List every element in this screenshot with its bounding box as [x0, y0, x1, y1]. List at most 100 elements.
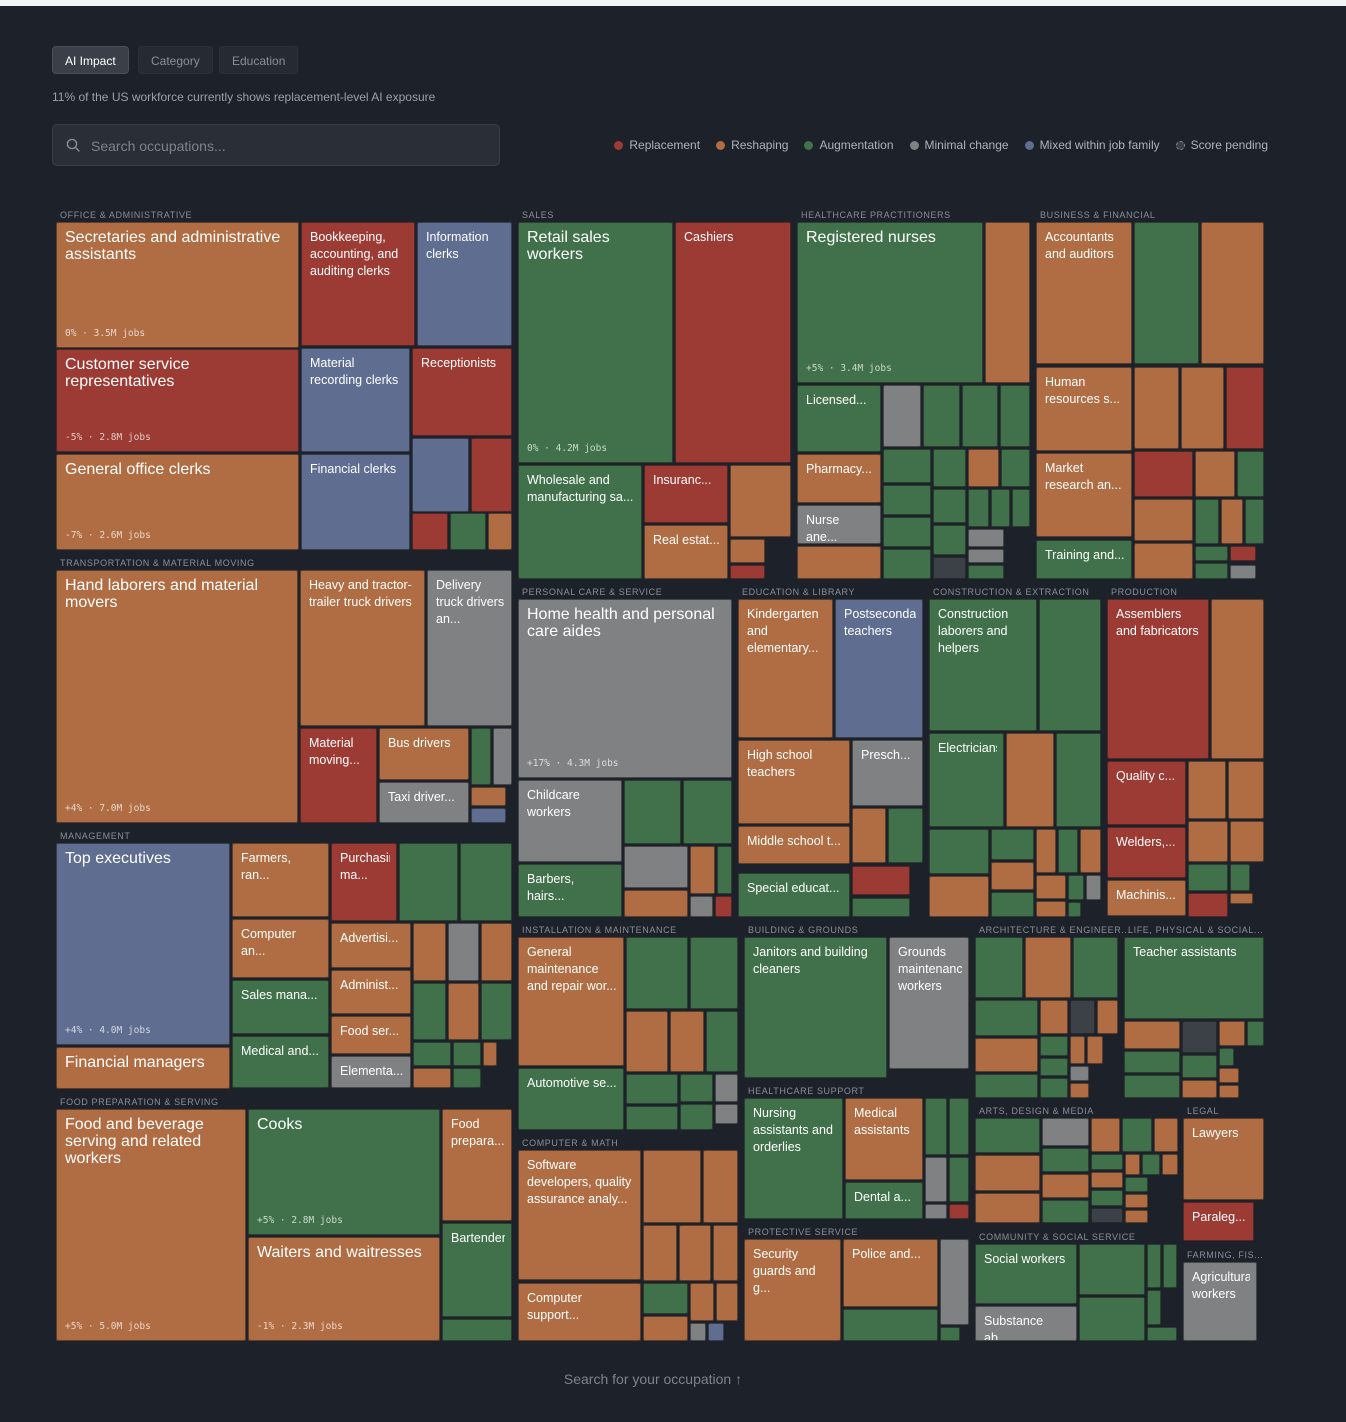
treemap-cell-small[interactable] [985, 222, 1030, 383]
treemap-cell-small[interactable] [883, 485, 931, 515]
treemap-cell-small[interactable] [991, 489, 1010, 527]
treemap-cell-small[interactable] [1036, 901, 1066, 917]
treemap-cell-small[interactable] [713, 1225, 738, 1281]
treemap-cell-small[interactable] [1070, 1066, 1089, 1081]
treemap-cell[interactable]: General office clerks -7% · 2.6M jobs [56, 454, 299, 550]
treemap-cell-small[interactable] [883, 385, 921, 447]
treemap-cell-small[interactable] [975, 1155, 1040, 1191]
treemap-cell[interactable]: Substance ab... [975, 1306, 1077, 1341]
treemap-cell[interactable]: Social workers [975, 1244, 1077, 1304]
treemap-cell-small[interactable] [1219, 1021, 1245, 1046]
treemap-cell-small[interactable] [413, 983, 446, 1040]
treemap-cell[interactable]: Administ... [331, 970, 411, 1014]
treemap-cell-small[interactable] [493, 728, 512, 785]
treemap-cell[interactable]: Food prepara... [442, 1109, 512, 1221]
treemap-cell-small[interactable] [670, 1011, 704, 1072]
treemap-cell-small[interactable] [1125, 1154, 1140, 1175]
treemap-cell-small[interactable] [1154, 1118, 1178, 1152]
treemap-cell-small[interactable] [1073, 937, 1118, 998]
treemap-cell[interactable]: Bartenders [442, 1223, 512, 1317]
treemap-cell-small[interactable] [690, 1323, 706, 1341]
treemap-cell-small[interactable] [690, 896, 713, 917]
treemap-cell-small[interactable] [1188, 864, 1228, 891]
treemap-cell-small[interactable] [991, 892, 1034, 917]
treemap-cell-small[interactable] [453, 1068, 481, 1088]
treemap-cell-small[interactable] [929, 876, 989, 917]
treemap-cell-small[interactable] [883, 449, 931, 483]
treemap-cell-small[interactable] [852, 808, 886, 863]
tab-education[interactable]: Education [219, 46, 299, 74]
treemap-cell[interactable]: Registered nurses +5% · 3.4M jobs [797, 222, 983, 383]
treemap-cell-small[interactable] [991, 862, 1034, 890]
treemap-cell-small[interactable] [843, 1309, 938, 1341]
treemap-cell-small[interactable] [975, 1038, 1038, 1072]
treemap-cell[interactable]: Postsecondary teachers [835, 599, 923, 738]
treemap-cell-small[interactable] [1162, 1154, 1178, 1175]
treemap-cell-small[interactable] [1080, 829, 1101, 873]
treemap-cell[interactable]: Retail sales workers 0% · 4.2M jobs [518, 222, 673, 463]
treemap-cell-small[interactable] [1040, 1036, 1068, 1056]
treemap-cell[interactable]: Nursing assistants and orderlies [744, 1098, 843, 1219]
treemap-cell-small[interactable] [1195, 563, 1228, 579]
treemap-cell-small[interactable] [471, 438, 512, 512]
treemap-cell-small[interactable] [643, 1316, 688, 1341]
treemap-cell-small[interactable] [624, 890, 688, 917]
treemap-cell-small[interactable] [975, 1118, 1040, 1153]
treemap-cell-small[interactable] [643, 1150, 701, 1223]
search-box[interactable] [52, 124, 500, 167]
treemap-cell[interactable]: Food ser... [331, 1016, 411, 1054]
treemap-cell-small[interactable] [1195, 499, 1219, 544]
treemap-cell[interactable]: Insuranc... [644, 465, 728, 523]
treemap-cell-small[interactable] [448, 923, 479, 981]
treemap-cell-small[interactable] [940, 1327, 960, 1341]
treemap-cell-small[interactable] [1040, 1058, 1068, 1076]
treemap-cell-small[interactable] [1056, 733, 1101, 827]
treemap-cell[interactable]: General maintenance and repair wor... [518, 937, 624, 1066]
treemap-cell-small[interactable] [624, 846, 688, 888]
treemap-cell[interactable]: Taxi driver... [379, 782, 469, 823]
treemap-cell-small[interactable] [933, 557, 966, 579]
treemap-cell[interactable]: Pharmacy... [797, 454, 881, 503]
treemap-cell[interactable]: Waiters and waitresses -1% · 2.3M jobs [248, 1237, 440, 1341]
treemap-cell-small[interactable] [643, 1225, 677, 1281]
treemap-cell-small[interactable] [1230, 821, 1264, 862]
treemap-cell-small[interactable] [448, 983, 479, 1040]
treemap-cell-small[interactable] [1245, 499, 1264, 544]
treemap-cell-small[interactable] [1091, 1172, 1123, 1188]
treemap-cell-small[interactable] [413, 923, 446, 981]
treemap-cell-small[interactable] [1000, 385, 1030, 447]
treemap-cell-small[interactable] [715, 896, 732, 917]
treemap-cell-small[interactable] [730, 539, 765, 563]
treemap-cell-small[interactable] [852, 866, 910, 895]
treemap-cell[interactable]: Human resources s... [1036, 367, 1132, 451]
treemap-cell-small[interactable] [1147, 1290, 1161, 1325]
treemap-cell-small[interactable] [1068, 902, 1081, 917]
treemap-cell-small[interactable] [1230, 565, 1256, 579]
treemap-cell[interactable]: Secretaries and administrative assistant… [56, 222, 299, 348]
treemap-cell-small[interactable] [1042, 1148, 1089, 1172]
treemap-cell-small[interactable] [925, 1098, 947, 1155]
treemap-cell-small[interactable] [413, 1068, 451, 1088]
treemap-cell-small[interactable] [940, 1239, 969, 1325]
treemap-cell[interactable]: Welders,... [1107, 827, 1186, 878]
treemap-cell[interactable]: Teacher assistants [1124, 937, 1264, 1019]
treemap-cell-small[interactable] [1006, 733, 1054, 827]
treemap-cell[interactable]: Assemblers and fabricators [1107, 599, 1209, 759]
treemap-cell-small[interactable] [1079, 1297, 1145, 1341]
treemap-cell-small[interactable] [1147, 1327, 1177, 1341]
treemap-cell-small[interactable] [1124, 1051, 1180, 1073]
treemap-cell[interactable]: Computer an... [232, 919, 329, 978]
treemap-cell-small[interactable] [1226, 367, 1264, 449]
treemap-cell[interactable]: Customer service representatives -5% · 2.… [56, 349, 299, 452]
treemap-cell-small[interactable] [1124, 1021, 1180, 1049]
treemap-cell-small[interactable] [1211, 599, 1264, 759]
treemap-cell-small[interactable] [968, 449, 999, 487]
treemap-cell[interactable]: Accountants and auditors [1036, 222, 1132, 364]
treemap-cell[interactable]: Construction laborers and helpers [929, 599, 1037, 731]
treemap-cell-small[interactable] [962, 385, 998, 447]
treemap-cell-small[interactable] [888, 808, 923, 863]
treemap-cell-small[interactable] [680, 1074, 713, 1102]
treemap-cell-small[interactable] [1134, 543, 1193, 579]
treemap-cell-small[interactable] [1125, 1194, 1148, 1208]
treemap-cell[interactable]: Software developers, quality assurance a… [518, 1150, 641, 1280]
